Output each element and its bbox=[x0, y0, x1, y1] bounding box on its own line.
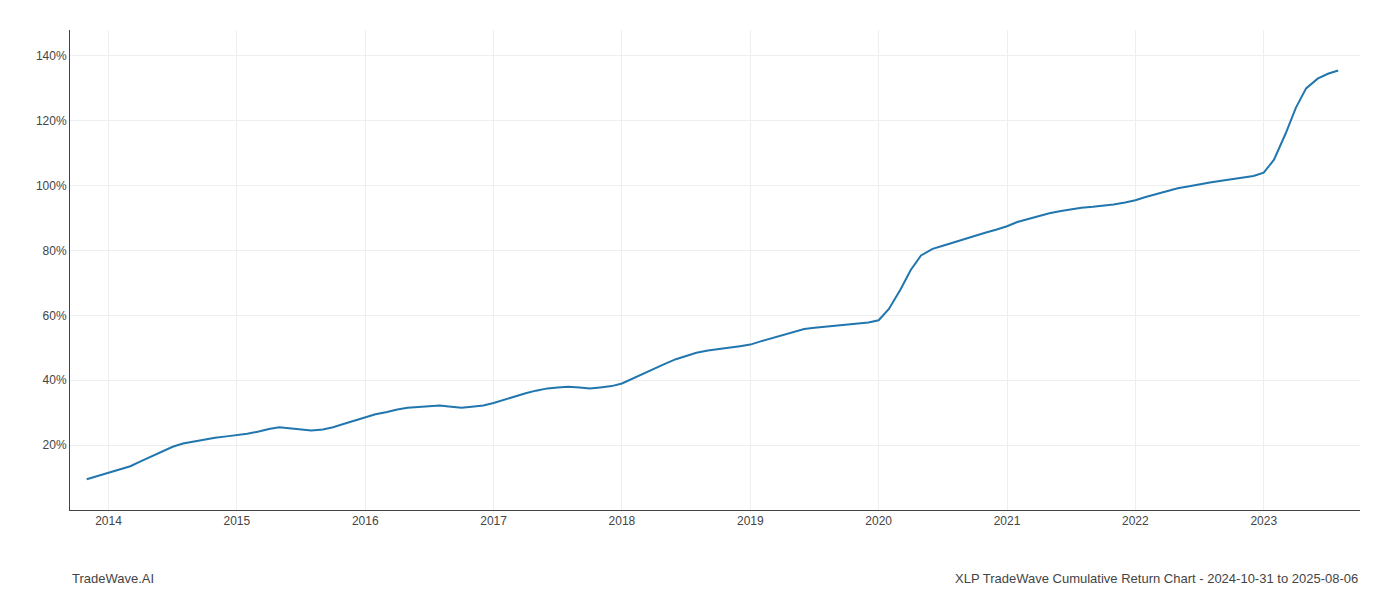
svg-text:2014: 2014 bbox=[95, 514, 122, 528]
svg-text:2017: 2017 bbox=[480, 514, 507, 528]
svg-text:140%: 140% bbox=[36, 49, 67, 63]
svg-text:2023: 2023 bbox=[1250, 514, 1277, 528]
svg-text:2022: 2022 bbox=[1122, 514, 1149, 528]
svg-text:60%: 60% bbox=[43, 309, 67, 323]
svg-text:80%: 80% bbox=[43, 244, 67, 258]
svg-text:TradeWave.AI: TradeWave.AI bbox=[72, 571, 154, 586]
svg-text:XLP TradeWave Cumulative Retur: XLP TradeWave Cumulative Return Chart - … bbox=[955, 571, 1358, 586]
svg-text:2021: 2021 bbox=[994, 514, 1021, 528]
svg-text:2016: 2016 bbox=[352, 514, 379, 528]
svg-text:20%: 20% bbox=[43, 438, 67, 452]
svg-text:120%: 120% bbox=[36, 114, 67, 128]
svg-text:40%: 40% bbox=[43, 373, 67, 387]
svg-text:2015: 2015 bbox=[224, 514, 251, 528]
svg-text:2018: 2018 bbox=[609, 514, 636, 528]
svg-text:100%: 100% bbox=[36, 179, 67, 193]
svg-text:2019: 2019 bbox=[737, 514, 764, 528]
svg-text:2020: 2020 bbox=[865, 514, 892, 528]
